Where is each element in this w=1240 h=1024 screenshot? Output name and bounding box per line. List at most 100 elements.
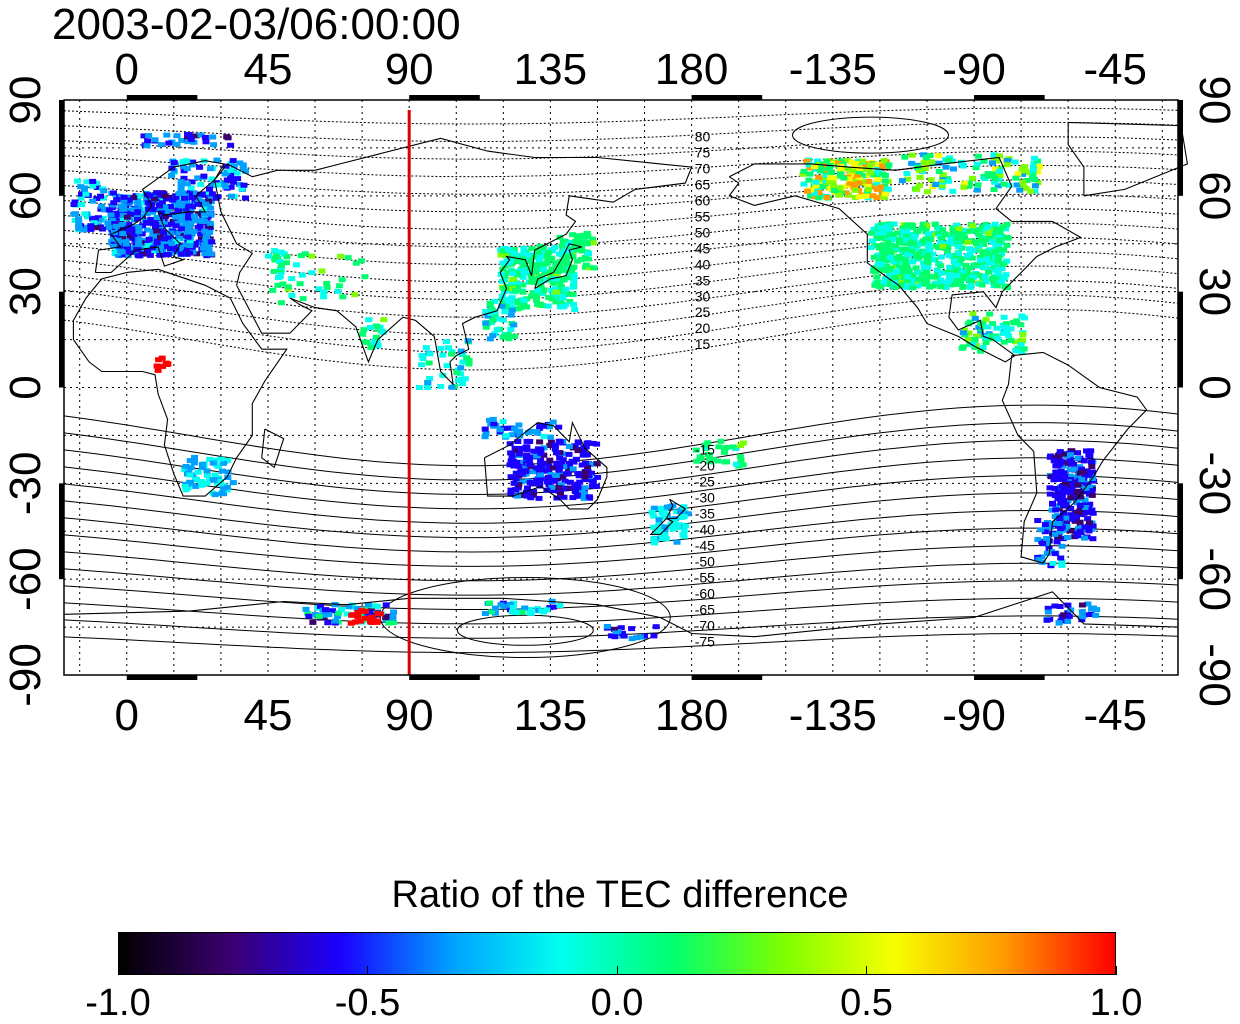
tec-cell xyxy=(944,249,951,255)
coastline xyxy=(261,428,285,469)
tec-cell xyxy=(1034,537,1042,542)
tec-cell xyxy=(1081,473,1089,479)
tec-cell xyxy=(999,224,1007,230)
tec-cell xyxy=(197,181,205,187)
tec-cell xyxy=(910,241,917,247)
tec-cell xyxy=(1056,449,1064,455)
tec-cell xyxy=(315,614,323,619)
tec-cell xyxy=(84,214,92,220)
tec-cell xyxy=(973,262,981,268)
tec-cell xyxy=(164,222,172,228)
mlat-contour xyxy=(63,222,1179,266)
tec-cell xyxy=(954,244,962,250)
tec-cell xyxy=(577,256,585,262)
coastline xyxy=(1067,121,1189,197)
tec-cell xyxy=(180,175,188,181)
tec-cell xyxy=(1089,472,1097,478)
tec-cell xyxy=(1051,486,1059,491)
mlat-contour xyxy=(63,597,1179,625)
tec-cell xyxy=(185,215,192,221)
tec-cell xyxy=(959,344,967,350)
tec-cell xyxy=(950,259,958,265)
tec-cell xyxy=(989,226,997,232)
tec-cell xyxy=(877,225,885,231)
tec-cell xyxy=(1067,512,1075,518)
tec-cell xyxy=(537,450,545,456)
tec-cell xyxy=(933,267,941,273)
tec-cell xyxy=(510,480,518,486)
tec-cell xyxy=(458,352,466,358)
contour-label: 35 xyxy=(695,272,711,288)
tec-cell xyxy=(507,326,515,332)
colorbar-tick-mark xyxy=(117,966,119,975)
tec-cell xyxy=(901,259,909,264)
tec-cell xyxy=(993,325,1001,331)
tec-cell xyxy=(207,205,215,211)
tec-cell xyxy=(566,461,573,467)
tec-cell xyxy=(953,268,961,274)
tec-cell xyxy=(565,291,573,297)
tec-cell xyxy=(533,297,540,303)
tec-cell xyxy=(514,281,522,287)
tec-cell xyxy=(884,245,892,251)
tec-cell xyxy=(865,167,873,173)
tec-cell xyxy=(965,330,973,336)
tec-cell xyxy=(995,247,1003,252)
tec-cell xyxy=(1044,605,1052,611)
tec-cell xyxy=(538,249,546,255)
tec-cell xyxy=(557,300,565,306)
tec-cell xyxy=(1003,258,1011,264)
tec-cell xyxy=(958,256,965,262)
tec-cell xyxy=(508,295,516,301)
tec-cell xyxy=(1017,342,1025,348)
tec-cell xyxy=(559,457,567,463)
tec-cell xyxy=(583,241,591,247)
tec-cell xyxy=(494,316,502,322)
tec-cell xyxy=(545,463,553,469)
contour-label: -65 xyxy=(695,601,715,617)
tec-cell xyxy=(1004,285,1011,290)
tec-cell xyxy=(892,243,899,249)
tec-cell xyxy=(192,133,200,139)
tec-cell xyxy=(513,270,521,276)
tec-cell xyxy=(582,460,590,466)
tec-cell xyxy=(944,178,952,184)
coastline xyxy=(1001,351,1148,564)
tec-cell xyxy=(896,273,903,279)
tec-cell xyxy=(1088,459,1095,465)
tec-cell xyxy=(932,243,940,249)
tec-cell xyxy=(981,273,989,279)
tec-cell xyxy=(965,183,973,189)
tec-cell xyxy=(81,185,88,191)
tec-cell xyxy=(994,258,1002,264)
tec-cell xyxy=(1087,611,1095,617)
tec-cell xyxy=(97,193,104,199)
mlat-contour xyxy=(63,236,1179,283)
tec-cell xyxy=(535,466,543,472)
tec-cell xyxy=(536,280,544,286)
tec-cell xyxy=(974,182,982,188)
tec-cell xyxy=(931,274,939,280)
tec-cell xyxy=(1043,617,1051,623)
tec-cell xyxy=(535,265,543,271)
tec-cell xyxy=(120,203,128,209)
tec-cell xyxy=(964,336,972,342)
tec-cell xyxy=(1081,524,1089,530)
tec-cell xyxy=(143,227,151,233)
tec-cell xyxy=(546,443,554,449)
tec-cell xyxy=(973,161,981,167)
left-lat-tick-label: -90 xyxy=(1,643,50,707)
tec-cell xyxy=(534,288,542,294)
tec-cell xyxy=(208,239,216,245)
tec-cell xyxy=(569,291,577,297)
tec-cell xyxy=(205,243,213,249)
tec-cell xyxy=(949,227,957,233)
tec-cell xyxy=(1082,485,1090,491)
tec-cell xyxy=(505,336,513,342)
tec-cell xyxy=(571,484,579,490)
tec-cell xyxy=(990,265,998,271)
tec-cell xyxy=(523,452,531,458)
tec-cell xyxy=(219,486,227,492)
tec-cell xyxy=(814,158,822,164)
contour-label: -15 xyxy=(695,442,715,458)
